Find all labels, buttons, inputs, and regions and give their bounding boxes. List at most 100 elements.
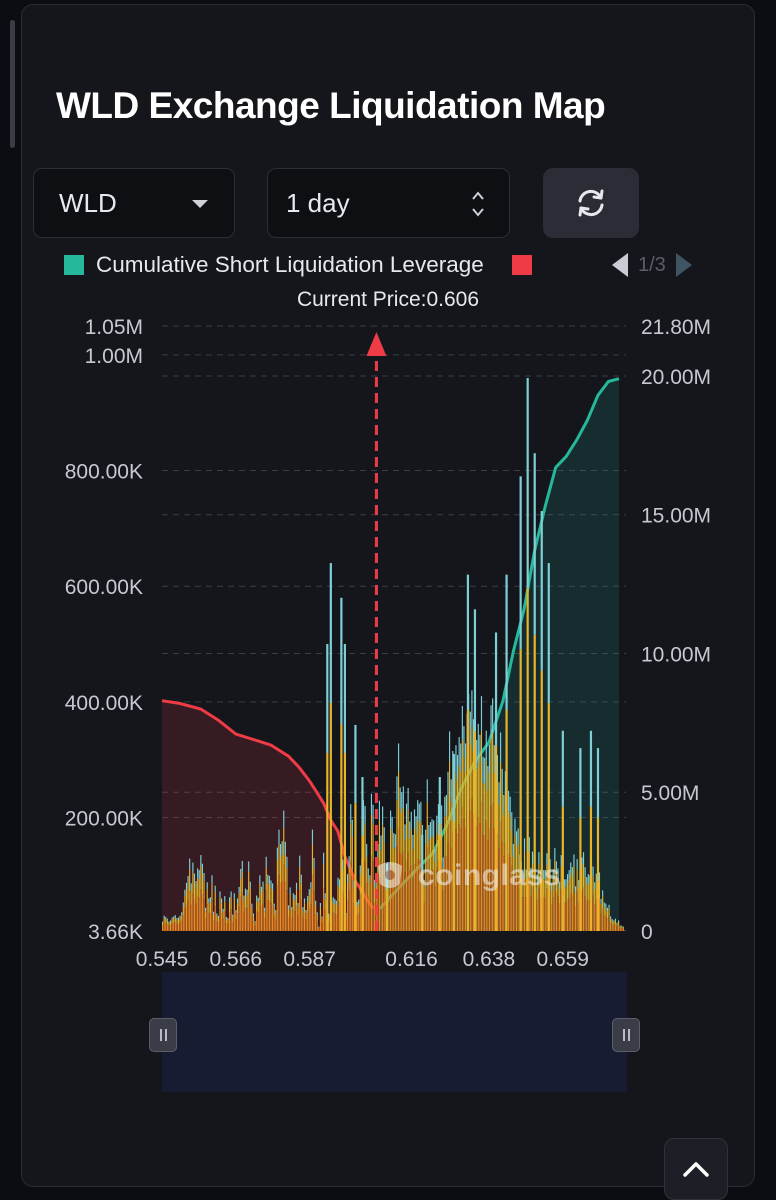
liq-spike-50x (329, 702, 332, 931)
liq-bar-50x (485, 760, 487, 821)
liq-bar-100x (404, 824, 406, 841)
liq-bar-50x (195, 888, 197, 904)
liq-bar-50x (412, 849, 414, 879)
liq-bar-50x (426, 802, 428, 848)
liq-bar-50x (619, 926, 621, 929)
liq-bar-50x (598, 881, 601, 899)
liq-bar-25x (442, 890, 444, 931)
liq-bar-50x (559, 889, 561, 904)
liq-bar-50x (425, 844, 427, 876)
liq-bar-50x (214, 892, 216, 907)
liq-bar-50x (501, 793, 503, 842)
symbol-select[interactable]: WLD (33, 168, 235, 238)
liq-bar-50x (200, 866, 202, 890)
liq-bar-100x (449, 731, 451, 762)
liq-bar-25x (249, 903, 251, 931)
liq-bar-25x (614, 924, 616, 931)
liq-bar-25x (418, 860, 420, 931)
liq-bar-100x (346, 874, 349, 883)
liq-bar-50x (405, 822, 408, 861)
liq-bar-50x (192, 872, 194, 894)
page-scrollbar-thumb[interactable] (10, 20, 15, 148)
liq-spike-100x (596, 748, 600, 818)
liq-bar-25x (441, 861, 443, 931)
period-select[interactable]: 1 day (267, 168, 510, 238)
legend-prev-icon[interactable] (610, 251, 632, 279)
liq-bar-25x (209, 912, 211, 931)
liq-bar-50x (171, 919, 173, 924)
scroll-to-top-button[interactable] (664, 1138, 728, 1200)
liq-bar-25x (490, 806, 492, 931)
liq-bar-25x (252, 921, 255, 931)
liq-bar-50x (490, 739, 492, 807)
liq-bar-25x (201, 894, 204, 931)
liq-bar-100x (315, 900, 317, 906)
liq-bar-50x (257, 902, 259, 913)
liq-bar-100x (173, 916, 175, 919)
liq-bar-50x (567, 882, 569, 900)
liq-bar-100x (198, 870, 200, 880)
legend-label-short[interactable]: Cumulative Short Liquidation Leverage (96, 252, 484, 277)
liq-bar-100x (606, 907, 609, 912)
liq-bar-50x (417, 819, 419, 860)
liq-bar-100x (410, 811, 412, 830)
liq-bar-50x (420, 821, 422, 860)
liq-bar-25x (582, 887, 585, 931)
liq-bar-100x (230, 891, 232, 898)
liq-bar-100x (536, 874, 538, 883)
liq-bar-25x (203, 899, 205, 931)
liq-bar-25x (193, 899, 196, 931)
liq-bar-100x (291, 907, 293, 911)
liq-bar-100x (484, 757, 486, 784)
liq-bar-25x (444, 857, 446, 931)
liq-bar-100x (367, 868, 369, 878)
liq-bar-25x (621, 928, 623, 931)
liq-bar-25x (246, 908, 248, 931)
liq-bar-100x (171, 917, 173, 920)
liq-bar-50x (402, 807, 404, 852)
liq-bar-100x (302, 907, 304, 911)
liq-bar-100x (283, 810, 285, 829)
liq-bar-25x (472, 814, 475, 931)
liq-bar-100x (294, 894, 296, 901)
legend-next-icon[interactable] (672, 251, 694, 279)
liq-bar-50x (482, 782, 484, 836)
liq-bar-100x (206, 882, 208, 890)
refresh-button[interactable] (543, 168, 639, 238)
liq-bar-100x (370, 793, 373, 815)
zoom-range-panel[interactable] (162, 972, 627, 1092)
liq-bar-50x (409, 837, 411, 871)
liq-bar-25x (420, 859, 422, 931)
liq-bar-50x (602, 896, 604, 909)
liq-bar-25x (316, 920, 318, 931)
liq-bar-25x (275, 919, 277, 931)
liq-bar-50x (224, 901, 226, 912)
liq-bar-50x (390, 828, 392, 865)
liq-bar-50x (270, 888, 272, 904)
liq-bar-25x (546, 888, 548, 931)
liq-bar-25x (608, 916, 610, 931)
liq-bar-25x (450, 847, 452, 931)
liq-bar-100x (278, 829, 280, 845)
liq-bar-100x (458, 737, 460, 767)
liq-bar-25x (198, 897, 200, 931)
liq-bar-25x (173, 922, 175, 931)
liq-bar-50x (332, 902, 334, 913)
liq-bar-25x (622, 928, 624, 931)
liq-bar-25x (574, 906, 577, 931)
liq-bar-100x (257, 897, 259, 903)
liq-bar-50x (348, 867, 350, 890)
liq-bar-50x (391, 834, 393, 869)
liq-bar-50x (377, 857, 379, 884)
liq-bar-50x (574, 892, 577, 907)
liq-bar-25x (264, 918, 266, 931)
liq-spike-100x (438, 777, 441, 836)
liq-bar-100x (224, 896, 226, 902)
zoom-right-handle[interactable] (612, 1018, 640, 1052)
liq-bar-100x (394, 834, 396, 849)
zoom-left-handle[interactable] (149, 1018, 177, 1052)
liq-bar-100x (487, 766, 489, 791)
liq-bar-50x (436, 833, 438, 868)
legend-swatch-long[interactable] (511, 255, 532, 275)
liq-bar-25x (358, 913, 360, 931)
